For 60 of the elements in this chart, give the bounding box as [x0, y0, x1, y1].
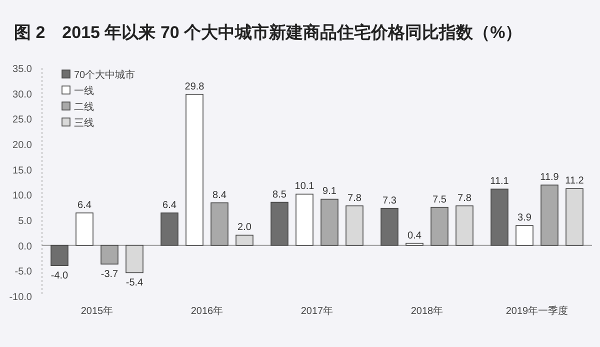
- bar: [430, 206, 448, 246]
- data-label: 6.4: [162, 200, 177, 211]
- data-label: -3.7: [100, 269, 119, 280]
- data-label: 7.8: [458, 192, 472, 204]
- bar: [380, 208, 398, 246]
- data-label: 7.3: [382, 195, 397, 206]
- data-label: 9.1: [322, 186, 337, 198]
- y-tick-label: 20.0: [12, 140, 32, 151]
- legend-label: 三线: [74, 117, 94, 129]
- data-label: -5.4: [126, 278, 144, 289]
- y-tick-label: 15.0: [12, 165, 32, 176]
- bar: [100, 244, 118, 264]
- legend-label: 二线: [74, 101, 94, 113]
- bar: [296, 194, 314, 246]
- data-label: 11.9: [540, 172, 560, 184]
- bar: [210, 202, 228, 246]
- y-tick-label: -5.0: [14, 266, 32, 278]
- y-tick-label: 35.0: [12, 64, 32, 75]
- bar: [346, 205, 364, 246]
- x-tick-label: 2015年: [80, 305, 114, 317]
- chart-title: 图 2 2015 年以来 70 个大中城市新建商品住宅价格同比指数（%）: [14, 23, 522, 42]
- legend-label: 70个大中城市: [74, 69, 136, 81]
- y-tick-label: -10.0: [9, 292, 32, 303]
- x-tick-label: 2017年: [300, 305, 334, 317]
- bar: [50, 244, 68, 266]
- data-label: 7.8: [348, 192, 362, 204]
- data-label: 11.1: [490, 176, 510, 188]
- x-tick-label: 2016年: [190, 305, 224, 317]
- legend-label: 一线: [74, 85, 94, 97]
- bar: [456, 205, 474, 246]
- bar: [160, 212, 178, 246]
- bar: [320, 198, 338, 246]
- data-label: -4.0: [50, 270, 69, 282]
- bar: [516, 225, 534, 246]
- bar: [270, 202, 288, 246]
- data-label: 6.4: [78, 200, 92, 211]
- bar: [186, 94, 204, 246]
- data-label: 2.0: [238, 222, 252, 234]
- bar: [406, 242, 424, 246]
- x-tick-label: 2018年: [410, 305, 444, 317]
- bar: [566, 188, 584, 246]
- y-tick-label: 5.0: [18, 216, 32, 227]
- data-label: 3.9: [518, 212, 532, 224]
- y-tick-label: 25.0: [12, 114, 32, 126]
- y-tick-label: 10.0: [12, 190, 32, 202]
- data-label: 8.4: [212, 190, 227, 201]
- data-label: 7.5: [432, 194, 447, 206]
- bar: [490, 188, 508, 246]
- bar: [540, 184, 558, 246]
- bar: [236, 234, 254, 246]
- x-tick-label: 2019年一季度: [506, 305, 568, 317]
- bar: [76, 212, 94, 246]
- data-label: 29.8: [184, 81, 205, 92]
- y-tick-label: 0.0: [18, 241, 32, 252]
- y-tick-label: 30.0: [12, 89, 32, 100]
- data-label: 10.1: [294, 181, 315, 192]
- data-label: 0.4: [408, 230, 422, 242]
- data-label: 8.5: [272, 189, 287, 200]
- bar: [126, 244, 144, 274]
- data-label: 11.2: [565, 176, 584, 187]
